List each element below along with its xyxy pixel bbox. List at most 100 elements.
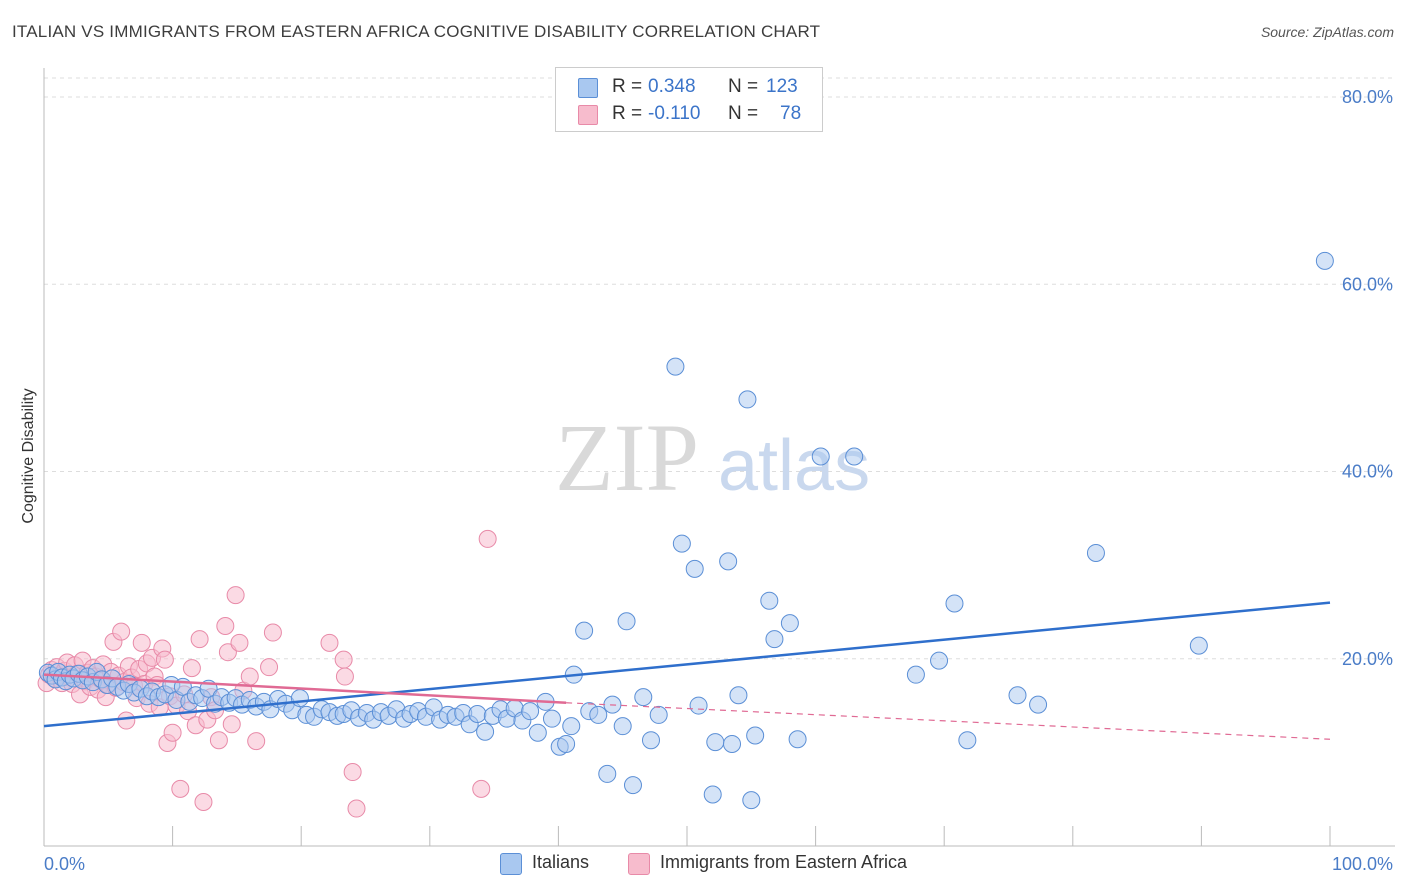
italians-point [557, 734, 576, 753]
italians-point [765, 630, 784, 649]
r-label: R = [612, 103, 643, 124]
italians-points [38, 251, 1334, 810]
n-label: N = [728, 103, 759, 124]
italians-trend-line [43, 601, 1331, 728]
italians-point [1008, 686, 1027, 705]
immigrants-point [216, 616, 235, 635]
immigrants-point [163, 723, 182, 742]
y-tick-label: 40.0% [1342, 462, 1393, 482]
immigrants-point [247, 732, 266, 751]
immigrants-point [343, 763, 362, 782]
italians-point [528, 723, 547, 742]
x-tick-label: 0.0% [44, 854, 85, 874]
y-tick-labels: 20.0% 40.0% 60.0% 80.0% [1342, 87, 1393, 669]
source-label: Source: ZipAtlas.com [1260, 24, 1394, 40]
immigrants-point [263, 623, 282, 642]
italians-point [811, 447, 830, 466]
trend-lines [43, 601, 1331, 740]
watermark-zip: ZIP [555, 404, 699, 511]
series-legend: Italians Immigrants from Eastern Africa [0, 852, 1406, 878]
italians-point [290, 689, 309, 708]
italians-point [930, 651, 949, 670]
immigrants-point [472, 779, 491, 798]
italians-point [703, 785, 722, 804]
italians-point [719, 552, 738, 571]
immigrants-point [222, 715, 241, 734]
italians-swatch [578, 78, 598, 98]
immigrants-point [209, 731, 228, 750]
italians-point [760, 591, 779, 610]
italians-point [689, 696, 708, 715]
italians-point [945, 594, 964, 613]
italians-point [723, 734, 742, 753]
immigrants-swatch [578, 105, 598, 125]
italians-point [521, 702, 540, 721]
italians-point [1029, 695, 1048, 714]
immigrants-point [112, 622, 131, 641]
italians-point [1315, 251, 1334, 270]
n-value: 78 [780, 103, 802, 124]
gridlines [44, 77, 1395, 660]
italians-point [672, 534, 691, 553]
italians-point [542, 709, 561, 728]
italians-point [1086, 543, 1105, 562]
italians-point [575, 621, 594, 640]
italians-point [780, 614, 799, 633]
immigrants-trend-line [43, 673, 567, 705]
immigrants-point [240, 667, 259, 686]
italians-swatch [500, 853, 522, 875]
immigrants-point [478, 529, 497, 548]
chart-title: ITALIAN VS IMMIGRANTS FROM EASTERN AFRIC… [12, 22, 821, 41]
immigrants-point [182, 659, 201, 678]
n-label: N = [728, 76, 759, 97]
italians-point [738, 390, 757, 409]
italians-point [476, 722, 495, 741]
watermark-atlas: atlas [718, 426, 870, 506]
immigrants-swatch [628, 853, 650, 875]
legend-label: Immigrants from Eastern Africa [660, 852, 908, 872]
italians-point [617, 612, 636, 631]
italians-point [788, 730, 807, 749]
x-tick-labels: 0.0% 100.0% [44, 854, 1393, 874]
italians-point [649, 705, 668, 724]
immigrants-point [190, 630, 209, 649]
italians-point [685, 559, 704, 578]
immigrants-point [335, 667, 354, 686]
y-tick-label: 20.0% [1342, 649, 1393, 669]
immigrants-point [226, 586, 245, 605]
italians-point [641, 731, 660, 750]
italians-point [706, 733, 725, 752]
axes [43, 68, 1395, 847]
italians-point [845, 447, 864, 466]
immigrants-point [117, 711, 136, 730]
legend-label: Italians [532, 852, 590, 872]
immigrants-point [260, 658, 279, 677]
immigrants-point [347, 799, 366, 818]
italians-point [742, 791, 761, 810]
n-value: 123 [766, 76, 798, 97]
italians-point [906, 665, 925, 684]
y-axis-label: Cognitive Disability [20, 388, 37, 523]
immigrants-point [334, 650, 353, 669]
italians-point [468, 704, 487, 723]
italians-point [958, 731, 977, 750]
immigrants-trend-extension [566, 702, 1331, 740]
r-value: -0.110 [648, 103, 701, 124]
italians-point [613, 717, 632, 736]
italians-point [729, 686, 748, 705]
italians-point [598, 764, 617, 783]
italians-point [666, 357, 685, 376]
italians-point [562, 717, 581, 736]
italians-point [634, 688, 653, 707]
r-value: 0.348 [648, 76, 696, 97]
immigrants-point [230, 633, 249, 652]
y-tick-label: 60.0% [1342, 274, 1393, 294]
immigrants-point [155, 650, 174, 669]
italians-point [623, 776, 642, 795]
x-tick-label: 100.0% [1332, 854, 1393, 874]
correlation-legend: R = 0.348 N = 123 R = -0.110 N = 78 [555, 67, 823, 132]
y-tick-label: 80.0% [1342, 87, 1393, 107]
italians-point [589, 705, 608, 724]
italians-point [746, 726, 765, 745]
